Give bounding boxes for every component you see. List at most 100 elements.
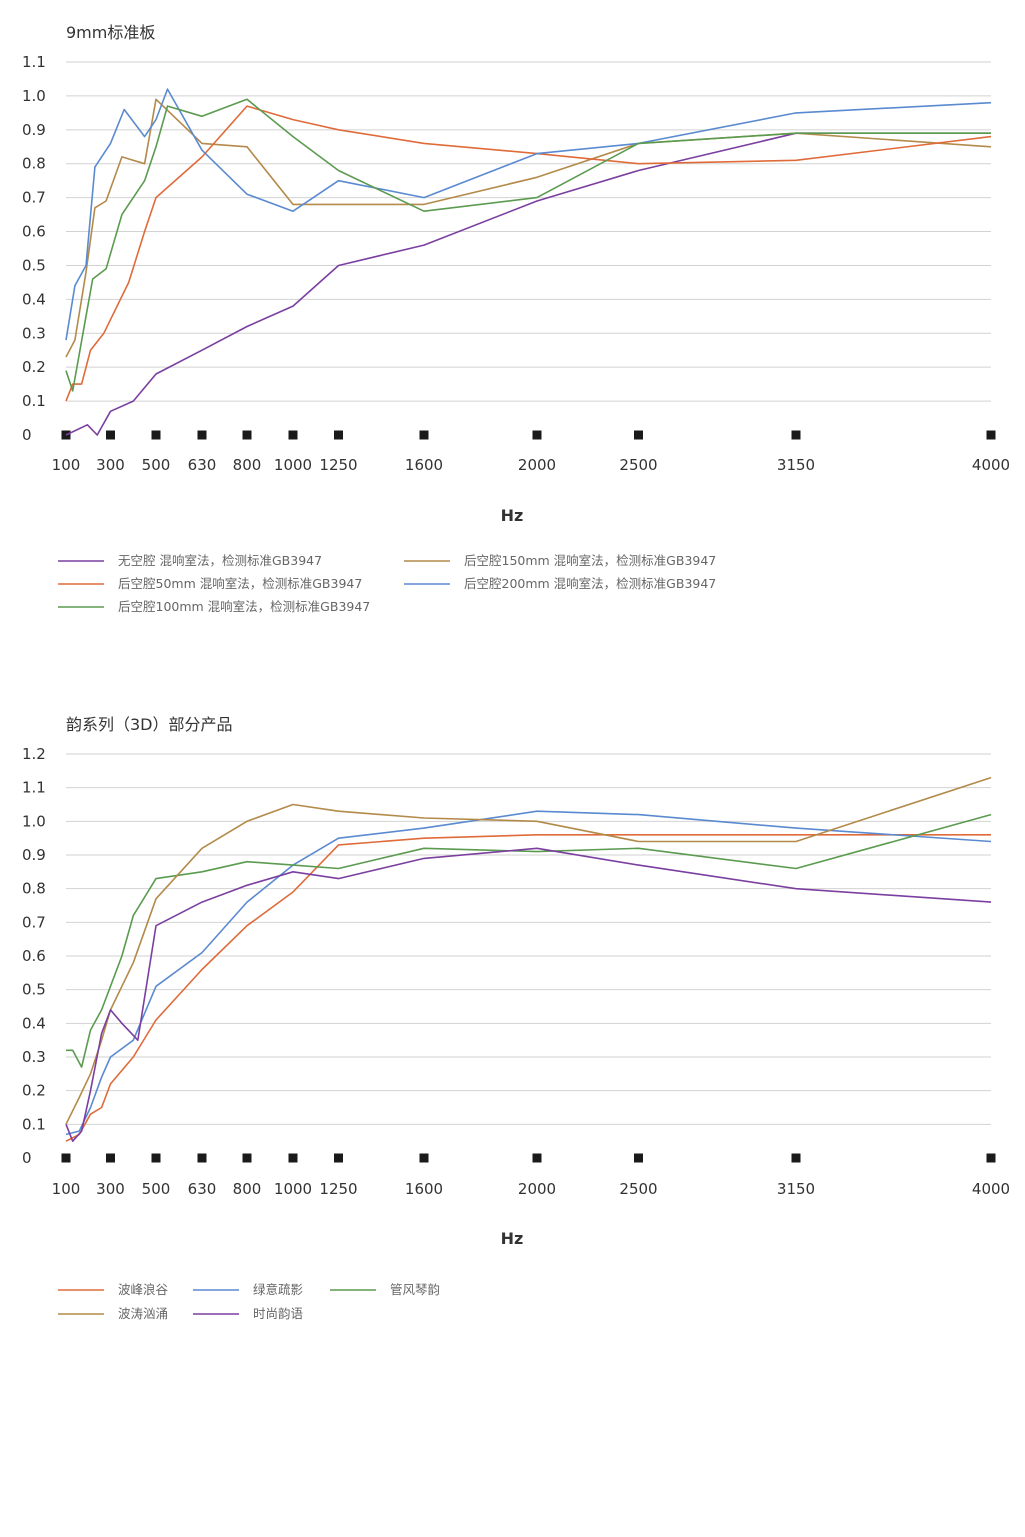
x-axis-marker [986,1153,996,1163]
y-tick-label: 0.8 [22,155,46,173]
y-tick-label: 0.6 [22,223,46,241]
legend-item: 后空腔50mm 混响室法，检测标准GB3947 [58,576,362,591]
y-tick-label: 1.0 [22,812,46,830]
y-tick-label: 0.4 [22,290,46,308]
series-line [65,98,992,358]
x-tick-label: 3150 [777,456,815,474]
x-tick-label: 1000 [274,456,312,474]
x-axis-marker [419,1153,429,1163]
legend-label: 管风琴韵 [390,1282,440,1297]
x-axis-marker [634,430,643,440]
y-tick-label: 0.6 [22,947,46,965]
y-tick-label: 0 [22,426,32,444]
series-line [65,847,992,1143]
series-line [65,105,992,402]
legend-label: 绿意疏影 [253,1282,304,1297]
x-axis-marker [106,1153,115,1163]
x-tick-label: 630 [188,456,217,474]
x-axis-label: Hz [501,506,524,525]
legend-label: 无空腔 混响室法，检测标准GB3947 [118,553,322,568]
legend-label: 后空腔100mm 混响室法，检测标准GB3947 [118,599,370,614]
x-axis-marker [151,430,161,440]
x-axis-marker [791,430,801,440]
x-tick-label: 4000 [972,1180,1010,1198]
series-line [65,776,992,1125]
legend-label: 后空腔50mm 混响室法，检测标准GB3947 [118,576,362,591]
series-line [65,88,992,341]
x-axis-marker [288,430,298,440]
y-tick-label: 1.2 [22,745,46,763]
y-tick-label: 0.3 [22,324,46,342]
y-tick-label: 1.1 [22,779,46,797]
x-tick-label: 2500 [619,456,657,474]
y-tick-label: 0.2 [22,1082,46,1100]
x-tick-label: 1600 [405,456,443,474]
x-tick-label: 300 [96,1180,125,1198]
x-axis-marker [334,1153,343,1163]
x-tick-label: 100 [52,1180,81,1198]
y-tick-label: 0.8 [22,880,46,898]
x-axis-marker [242,1153,252,1163]
x-axis-marker [106,430,115,440]
y-tick-label: 0.9 [22,846,46,864]
y-tick-label: 0.9 [22,121,46,139]
legend-item: 绿意疏影 [193,1282,304,1297]
chart-yun-series-3d: 韵系列（3D）部分产品 1.2 1.1 1.0 0.9 0.8 0.7 0.6 0.5 0.4 0… [22,715,1010,1321]
x-tick-label: 1600 [405,1180,443,1198]
x-axis-marker [242,430,252,440]
series-line [66,813,992,1068]
x-tick-label: 2000 [518,456,556,474]
y-tick-label: 1.1 [22,53,46,71]
y-tick-label: 0.5 [22,256,46,274]
x-axis-marker [419,430,429,440]
legend-item: 无空腔 混响室法，检测标准GB3947 [58,553,322,568]
x-axis-marker [197,430,207,440]
legend-item: 波涛汹涌 [58,1306,168,1321]
legend-item: 时尚韵语 [193,1306,303,1321]
x-tick-label: 800 [233,456,262,474]
legend-label: 波涛汹涌 [118,1306,168,1321]
x-tick-label: 300 [96,456,125,474]
legend-item: 波峰浪谷 [58,1282,169,1297]
x-tick-label: 500 [142,456,171,474]
legend-label: 后空腔200mm 混响室法，检测标准GB3947 [464,576,716,591]
legend-item: 后空腔150mm 混响室法，检测标准GB3947 [404,553,716,568]
x-axis-marker [288,1153,298,1163]
y-tick-label: 1.0 [22,87,46,105]
legend-label: 时尚韵语 [253,1306,303,1321]
y-tick-label: 0.3 [22,1048,46,1066]
y-tick-label: 0.4 [22,1014,46,1032]
y-tick-label: 0.7 [22,913,46,931]
x-axis-marker [634,1153,643,1163]
series-line [65,132,991,436]
legend-item: 后空腔100mm 混响室法，检测标准GB3947 [58,599,370,614]
x-tick-label: 630 [188,1180,217,1198]
x-axis-marker [986,430,996,440]
chart-title: 韵系列（3D）部分产品 [66,715,233,734]
legend: 无空腔 混响室法，检测标准GB3947 后空腔150mm 混响室法，检测标准GB3… [58,553,716,614]
x-axis-marker [532,1153,542,1163]
x-axis-marker [151,1153,161,1163]
x-tick-label: 800 [233,1180,262,1198]
series-line [65,810,992,1136]
x-tick-label: 1250 [319,456,357,474]
x-tick-label: 2500 [619,1180,657,1198]
chart-9mm-standard-board: 9mm标准板 1.1 1.0 0.9 0.8 0.7 0.6 0.5 0.4 0.3 0.2 0.1… [22,23,1010,614]
legend-item: 后空腔200mm 混响室法，检测标准GB3947 [404,576,716,591]
x-tick-label: 2000 [518,1180,556,1198]
x-axis-marker [197,1153,207,1163]
x-tick-label: 4000 [972,456,1010,474]
chart-title: 9mm标准板 [66,23,155,42]
y-tick-label: 0.1 [22,392,46,410]
legend-item: 管风琴韵 [330,1282,440,1297]
x-axis-marker [334,430,343,440]
x-tick-label: 500 [142,1180,171,1198]
y-tick-label: 0.7 [22,189,46,207]
legend-label: 后空腔150mm 混响室法，检测标准GB3947 [464,553,716,568]
legend-label: 波峰浪谷 [118,1282,169,1297]
x-tick-label: 100 [52,456,81,474]
x-tick-label: 1000 [274,1180,312,1198]
x-axis-label: Hz [501,1229,524,1248]
y-tick-label: 0.2 [22,358,46,376]
